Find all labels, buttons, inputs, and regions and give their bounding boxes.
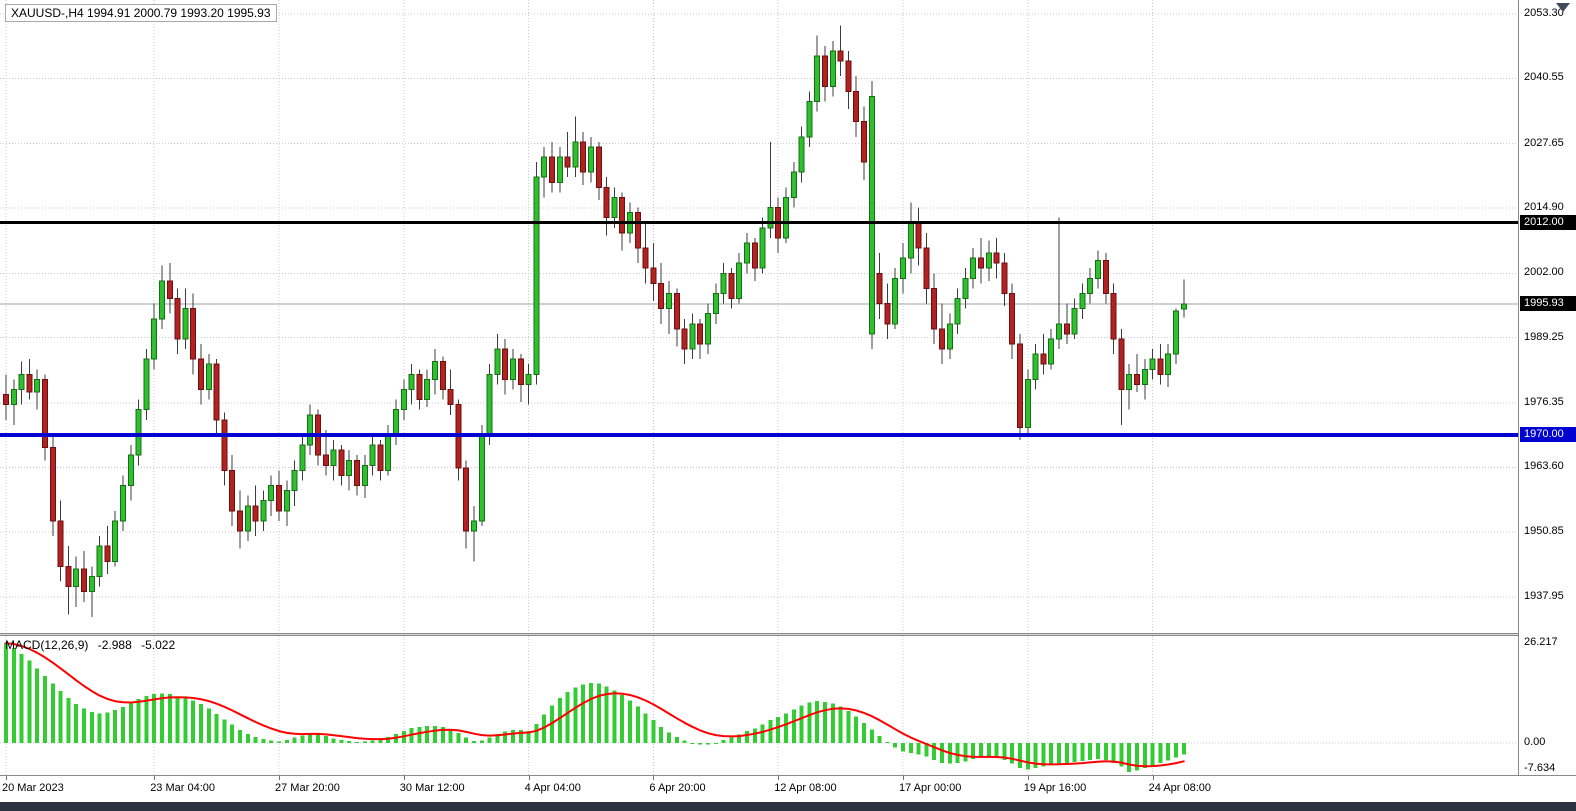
- macd-main-value: -2.988: [97, 638, 132, 652]
- time-axis-tick: [528, 776, 530, 780]
- indicator-axis-label: 0.00: [1524, 736, 1546, 748]
- main-chart-canvas[interactable]: [0, 0, 1518, 633]
- time-axis-tick: [1027, 776, 1029, 780]
- price-axis-label: 1937.95: [1524, 590, 1564, 602]
- time-axis-border: [0, 775, 1576, 776]
- price-axis-label: 1950.85: [1524, 524, 1564, 537]
- price-axis-label: 1963.60: [1524, 460, 1564, 473]
- price-level-badge: 2012.00: [1520, 214, 1576, 230]
- indicator-axis-label: -7.634: [1524, 762, 1556, 774]
- time-axis-label: 24 Apr 08:00: [1148, 782, 1211, 794]
- macd-signal-value: -5.022: [141, 638, 176, 652]
- price-axis-label: 2027.65: [1524, 136, 1564, 149]
- time-axis-tick: [154, 776, 156, 780]
- time-axis-tick: [778, 776, 780, 780]
- time-axis-label: 6 Apr 20:00: [649, 782, 706, 794]
- time-axis-label: 20 Mar 2023: [2, 782, 64, 794]
- time-axis-tick: [1152, 776, 1154, 780]
- time-axis-label: 19 Apr 16:00: [1023, 782, 1087, 794]
- symbol-ohlc-label: XAUUSD-,H4 1994.91 2000.79 1993.20 1995.…: [5, 4, 277, 22]
- time-axis-label: 23 Mar 04:00: [150, 782, 216, 794]
- main-chart-pane[interactable]: XAUUSD-,H4 1994.91 2000.79 1993.20 1995.…: [0, 0, 1518, 633]
- price-axis-label: 2002.00: [1524, 266, 1564, 279]
- time-axis-tick: [653, 776, 655, 780]
- price-level-badge: 1970.00: [1520, 427, 1576, 442]
- pane-resize-divider[interactable]: [0, 633, 1576, 636]
- time-axis-tick: [6, 776, 7, 780]
- time-axis-tick: [903, 776, 904, 780]
- time-axis-label: 30 Mar 12:00: [399, 782, 465, 794]
- window-bottom-edge: [0, 802, 1576, 811]
- indicator-axis-label: 26.217: [1524, 636, 1558, 649]
- price-axis-label: 2040.55: [1524, 71, 1564, 84]
- macd-indicator-pane[interactable]: MACD(12,26,9) -2.988 -5.022: [0, 636, 1518, 775]
- time-axis-label: 4 Apr 04:00: [524, 782, 581, 794]
- time-axis-tick: [279, 776, 280, 780]
- time-axis[interactable]: 20 Mar 2023 23 Mar 04:00 27 Mar 20:00 30 Ma…: [0, 776, 1576, 802]
- price-axis-label: 2053.30: [1524, 7, 1564, 19]
- price-axis-label: 1989.25: [1524, 330, 1564, 343]
- time-axis-label: 12 Apr 08:00: [774, 782, 837, 794]
- chart-scroll-indicator-icon: [1556, 3, 1570, 12]
- time-axis-label: 27 Mar 20:00: [275, 782, 340, 794]
- price-axis[interactable]: 2053.30 2040.55 2027.65 2014.90 2002.00 1989.…: [1518, 0, 1576, 775]
- price-axis-label: 1976.35: [1524, 395, 1564, 408]
- macd-indicator-label: MACD(12,26,9) -2.988 -5.022: [5, 638, 181, 652]
- symbol-ohlc-text: XAUUSD-,H4 1994.91 2000.79 1993.20 1995.…: [11, 6, 271, 20]
- macd-indicator-name: MACD(12,26,9): [5, 638, 89, 652]
- current-price-badge: 1995.93: [1520, 295, 1576, 311]
- time-axis-label: 17 Apr 00:00: [899, 782, 962, 794]
- price-axis-label: 2014.90: [1524, 201, 1564, 214]
- macd-canvas[interactable]: [0, 636, 1518, 775]
- time-axis-tick: [403, 776, 405, 780]
